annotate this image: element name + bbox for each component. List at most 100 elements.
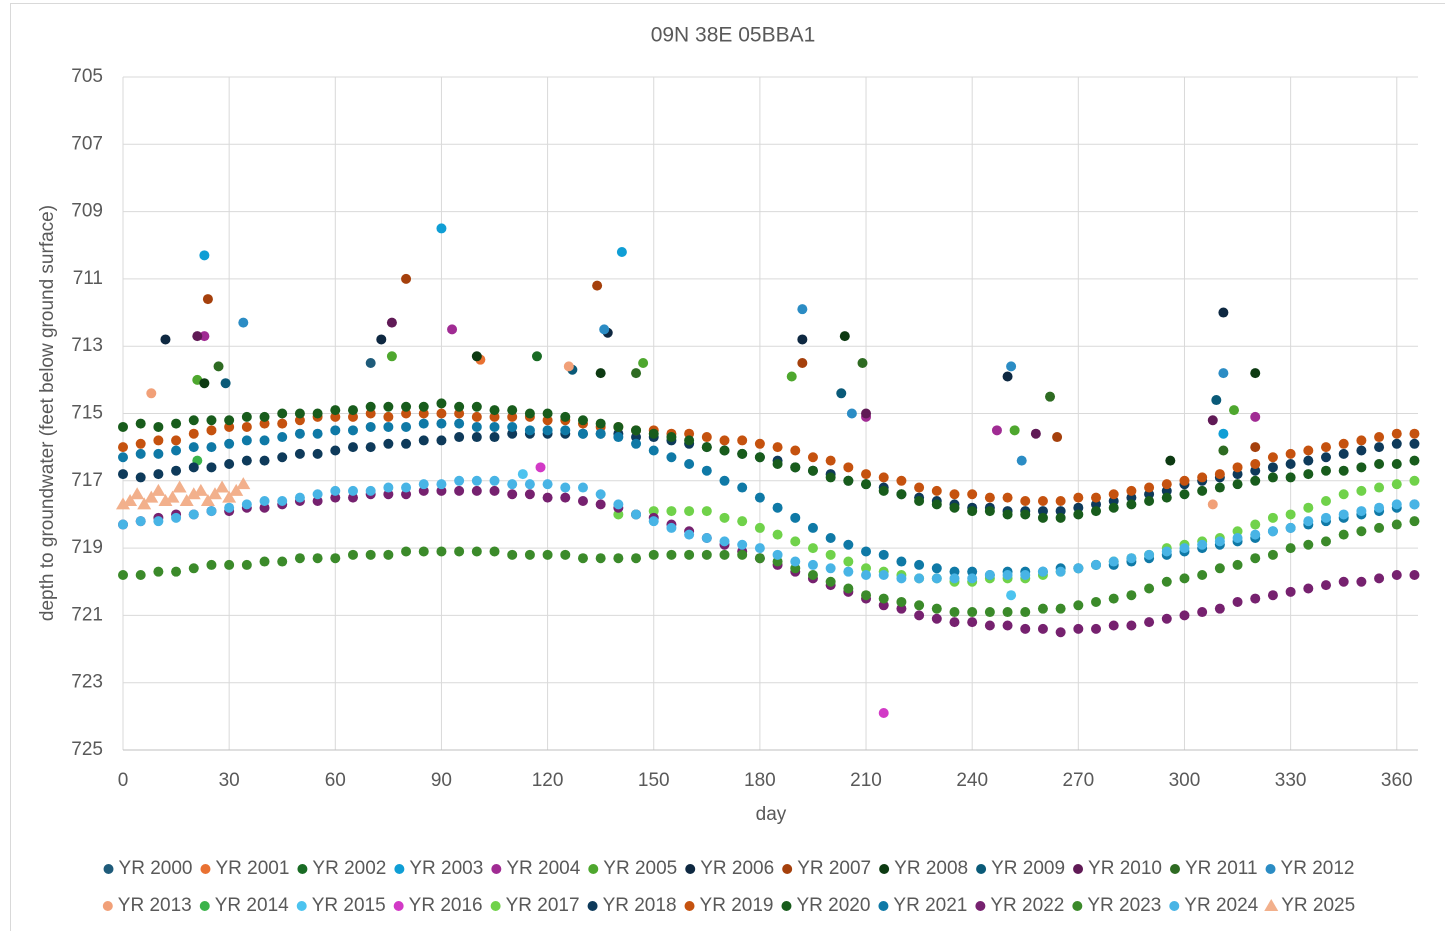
legend-marker	[975, 901, 985, 911]
point	[1179, 543, 1189, 553]
legend-marker	[588, 901, 598, 911]
point	[949, 607, 959, 617]
point	[1268, 526, 1278, 536]
y-axis-label: depth to groundwater (feet below ground …	[37, 205, 58, 621]
point	[613, 422, 623, 432]
point	[1303, 540, 1313, 550]
point	[387, 351, 397, 361]
point	[490, 476, 500, 486]
legend-marker	[878, 901, 888, 911]
point	[1409, 499, 1419, 509]
legend-marker	[491, 864, 501, 874]
point	[153, 422, 163, 432]
point	[543, 479, 553, 489]
point	[366, 422, 376, 432]
point	[260, 412, 270, 422]
point	[666, 452, 676, 462]
point	[454, 419, 464, 429]
point	[1109, 503, 1119, 513]
point	[755, 523, 765, 533]
point	[118, 442, 128, 452]
point	[536, 462, 546, 472]
point	[136, 439, 146, 449]
point	[383, 412, 393, 422]
point	[525, 425, 535, 435]
point	[755, 553, 765, 563]
legend-label: YR 2000	[119, 858, 193, 879]
point	[1286, 509, 1296, 519]
point	[436, 546, 446, 556]
legend-label: YR 2011	[1185, 858, 1258, 879]
point	[560, 493, 570, 503]
point	[737, 540, 747, 550]
chart-title: 09N 38E 05BBA1	[651, 24, 816, 47]
legend-marker	[1266, 864, 1276, 874]
point	[879, 486, 889, 496]
point	[277, 452, 287, 462]
point	[1144, 483, 1154, 493]
point	[330, 446, 340, 456]
point	[808, 570, 818, 580]
point	[1073, 624, 1083, 634]
point	[1409, 439, 1419, 449]
point	[914, 610, 924, 620]
point	[702, 432, 712, 442]
point	[206, 462, 216, 472]
point	[1162, 577, 1172, 587]
point	[578, 429, 588, 439]
point	[596, 553, 606, 563]
legend-marker	[1072, 901, 1082, 911]
point	[808, 543, 818, 553]
point	[1215, 563, 1225, 573]
point	[1303, 503, 1313, 513]
point	[454, 486, 464, 496]
point	[1218, 368, 1228, 378]
point	[1179, 476, 1189, 486]
point	[560, 412, 570, 422]
point	[773, 442, 783, 452]
point	[649, 550, 659, 560]
point	[472, 351, 482, 361]
legend-label: YR 2012	[1281, 858, 1355, 879]
point	[755, 543, 765, 553]
point	[596, 368, 606, 378]
point	[720, 446, 730, 456]
point	[967, 617, 977, 627]
point	[313, 409, 323, 419]
point	[401, 439, 411, 449]
point	[313, 429, 323, 439]
point	[1179, 489, 1189, 499]
point	[242, 422, 252, 432]
y-tick-label: 721	[71, 604, 103, 625]
point	[631, 425, 641, 435]
point	[1056, 604, 1066, 614]
point	[985, 607, 995, 617]
point	[797, 304, 807, 314]
point	[1339, 466, 1349, 476]
point	[160, 334, 170, 344]
point	[490, 546, 500, 556]
point	[490, 432, 500, 442]
point	[401, 274, 411, 284]
point	[348, 405, 358, 415]
point	[755, 439, 765, 449]
point	[737, 483, 747, 493]
point	[1374, 503, 1384, 513]
legend-marker	[782, 864, 792, 874]
point	[224, 503, 234, 513]
point	[1218, 446, 1228, 456]
point	[578, 415, 588, 425]
point	[631, 439, 641, 449]
point	[206, 415, 216, 425]
legend-marker	[879, 864, 889, 874]
legend-label: YR 2002	[312, 858, 386, 879]
point	[790, 462, 800, 472]
point	[949, 573, 959, 583]
point	[192, 331, 202, 341]
point	[401, 546, 411, 556]
point	[1215, 469, 1225, 479]
point	[366, 442, 376, 452]
legend-marker	[297, 901, 307, 911]
point	[1233, 597, 1243, 607]
point	[847, 409, 857, 419]
